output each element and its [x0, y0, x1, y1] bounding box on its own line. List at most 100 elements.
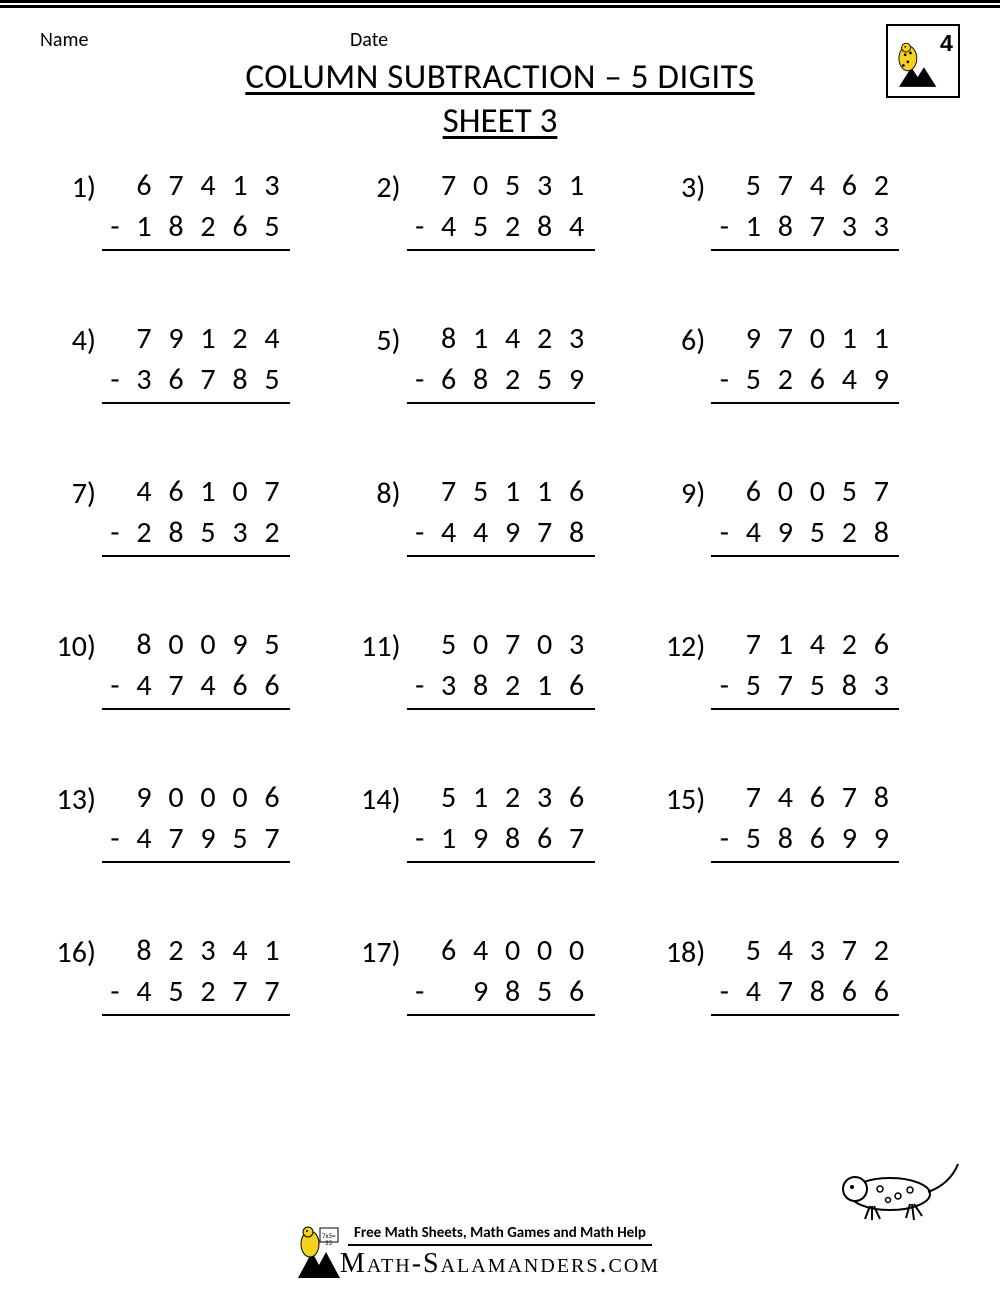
digit: 2: [497, 207, 529, 248]
digit: 0: [769, 472, 801, 513]
operator: -: [407, 972, 433, 1013]
digit: 4: [737, 972, 769, 1013]
operator: -: [711, 972, 737, 1013]
digit: 8: [160, 207, 192, 248]
digit: 7: [160, 819, 192, 860]
digit: 4: [192, 666, 224, 707]
digit: 0: [529, 931, 561, 972]
digit: 7: [865, 472, 897, 513]
digit: 7: [833, 778, 865, 819]
digit: 6: [561, 778, 593, 819]
problem-number: 13): [48, 778, 102, 821]
subtrahend-row: -49528: [711, 513, 899, 558]
subtrahend-row: -58699: [711, 819, 899, 864]
digit: 8: [465, 666, 497, 707]
subtrahend-row: -36785: [102, 360, 290, 405]
digit: 1: [224, 166, 256, 207]
digit: 5: [737, 166, 769, 207]
digit: 4: [224, 931, 256, 972]
digit: 0: [497, 931, 529, 972]
digit: 7: [737, 778, 769, 819]
digit: 0: [561, 931, 593, 972]
operator: -: [407, 513, 433, 554]
problem-body: 90006-47957: [102, 778, 343, 863]
digit: 5: [256, 625, 288, 666]
subtrahend-row: -19867: [407, 819, 595, 864]
problem-body: 79124-36785: [102, 319, 343, 404]
digit: 0: [224, 778, 256, 819]
digit: 6: [561, 666, 593, 707]
minuend-row: 51236: [407, 778, 648, 819]
digit: 0: [160, 778, 192, 819]
digit: 9: [561, 360, 593, 401]
operator: -: [711, 666, 737, 707]
problem-16: 16)82341-45277: [48, 931, 343, 1016]
digit: 5: [433, 625, 465, 666]
digit: 1: [433, 819, 465, 860]
digit: 1: [529, 666, 561, 707]
digit: 1: [497, 472, 529, 513]
problem-body: 67413-18265: [102, 166, 343, 251]
digit: 5: [801, 666, 833, 707]
problem-number: 12): [657, 625, 711, 668]
digit: 0: [192, 625, 224, 666]
digit: 6: [801, 778, 833, 819]
digit: 9: [160, 319, 192, 360]
problem-number: 9): [657, 472, 711, 515]
digit: 0: [465, 625, 497, 666]
problem-body: 46107-28532: [102, 472, 343, 557]
digit: 9: [865, 360, 897, 401]
digit: 3: [561, 625, 593, 666]
problem-6: 6)97011-52649: [657, 319, 952, 404]
digit: 6: [561, 472, 593, 513]
minuend-row: 60057: [711, 472, 952, 513]
subtrahend-row: -57583: [711, 666, 899, 711]
digit: 7: [160, 166, 192, 207]
problem-body: 71426-57583: [711, 625, 952, 710]
digit: 5: [160, 972, 192, 1013]
subtrahend-row: -9856: [407, 972, 595, 1017]
problem-13: 13)90006-47957: [48, 778, 343, 863]
digit: 2: [529, 319, 561, 360]
digit: 8: [128, 625, 160, 666]
digit: 2: [865, 931, 897, 972]
digit: 5: [737, 931, 769, 972]
digit: 2: [192, 207, 224, 248]
problem-body: 64000-9856: [407, 931, 648, 1016]
digit: 2: [833, 625, 865, 666]
digit: 5: [801, 513, 833, 554]
digit: 1: [737, 207, 769, 248]
problem-3: 3)57462-18733: [657, 166, 952, 251]
digit: 3: [433, 666, 465, 707]
minuend-row: 70531: [407, 166, 648, 207]
name-label: Name: [40, 28, 350, 52]
date-label: Date: [350, 28, 388, 52]
digit: 9: [128, 778, 160, 819]
digit: 7: [769, 972, 801, 1013]
subtrahend-row: -47466: [102, 666, 290, 711]
operator: -: [102, 972, 128, 1013]
minuend-row: 82341: [102, 931, 343, 972]
problem-body: 97011-52649: [711, 319, 952, 404]
digit: 7: [769, 666, 801, 707]
digit: 5: [465, 207, 497, 248]
problem-body: 51236-19867: [407, 778, 648, 863]
problem-body: 80095-47466: [102, 625, 343, 710]
digit: 7: [561, 819, 593, 860]
digit: 6: [128, 166, 160, 207]
problem-12: 12)71426-57583: [657, 625, 952, 710]
digit: 2: [865, 166, 897, 207]
digit: 1: [529, 472, 561, 513]
digit: 7: [433, 166, 465, 207]
digit: 6: [801, 360, 833, 401]
digit: 1: [769, 625, 801, 666]
problem-number: 3): [657, 166, 711, 209]
digit: 5: [737, 666, 769, 707]
digit: 4: [497, 319, 529, 360]
problem-body: 54372-47866: [711, 931, 952, 1016]
digit: 3: [561, 319, 593, 360]
problem-17: 17)64000-9856: [353, 931, 648, 1016]
operator: -: [407, 207, 433, 248]
digit: 3: [529, 166, 561, 207]
digit: 9: [865, 819, 897, 860]
